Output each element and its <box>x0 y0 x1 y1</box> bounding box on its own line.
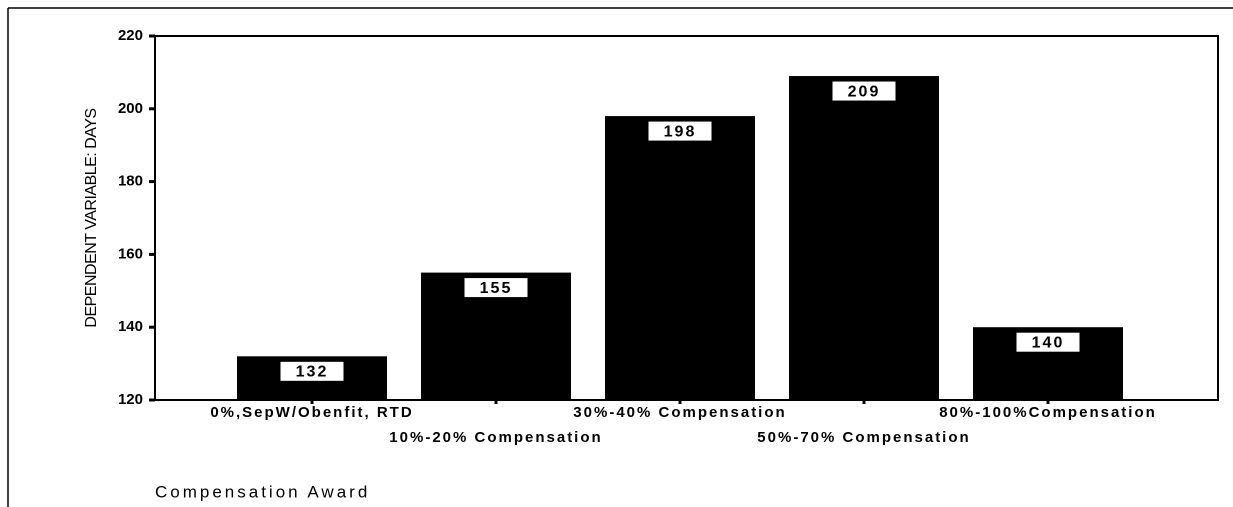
x-tick-label: 10%-20% Compensation <box>389 429 602 446</box>
x-tick-label: 0%,SepW/Obenfit, RTD <box>210 404 413 421</box>
value-label-box <box>1015 331 1081 353</box>
value-label: 132 <box>296 364 329 381</box>
y-tick-label: 120 <box>118 391 143 408</box>
value-label-box <box>463 277 529 299</box>
value-label: 155 <box>480 280 513 297</box>
value-label-box <box>279 360 345 382</box>
x-tick-label: 50%-70% Compensation <box>757 429 970 446</box>
y-tick-label: 160 <box>118 245 143 262</box>
y-tick-label: 180 <box>118 173 143 190</box>
value-label: 198 <box>664 123 697 140</box>
value-label: 209 <box>848 83 881 100</box>
value-label-box <box>831 80 897 102</box>
value-label-box <box>647 120 713 142</box>
y-tick-label: 200 <box>118 100 143 117</box>
y-tick-label: 140 <box>118 318 143 335</box>
x-axis-label: Compensation Award <box>155 482 370 501</box>
x-tick-label: 30%-40% Compensation <box>573 404 786 421</box>
x-tick-label: 80%-100%Compensation <box>939 404 1157 421</box>
bar <box>789 76 939 400</box>
value-label: 140 <box>1032 334 1065 351</box>
bar <box>605 116 755 400</box>
y-tick-label: 220 <box>118 27 143 44</box>
y-axis-label: DEPENDENT VARIABLE: DAYS <box>83 108 100 327</box>
